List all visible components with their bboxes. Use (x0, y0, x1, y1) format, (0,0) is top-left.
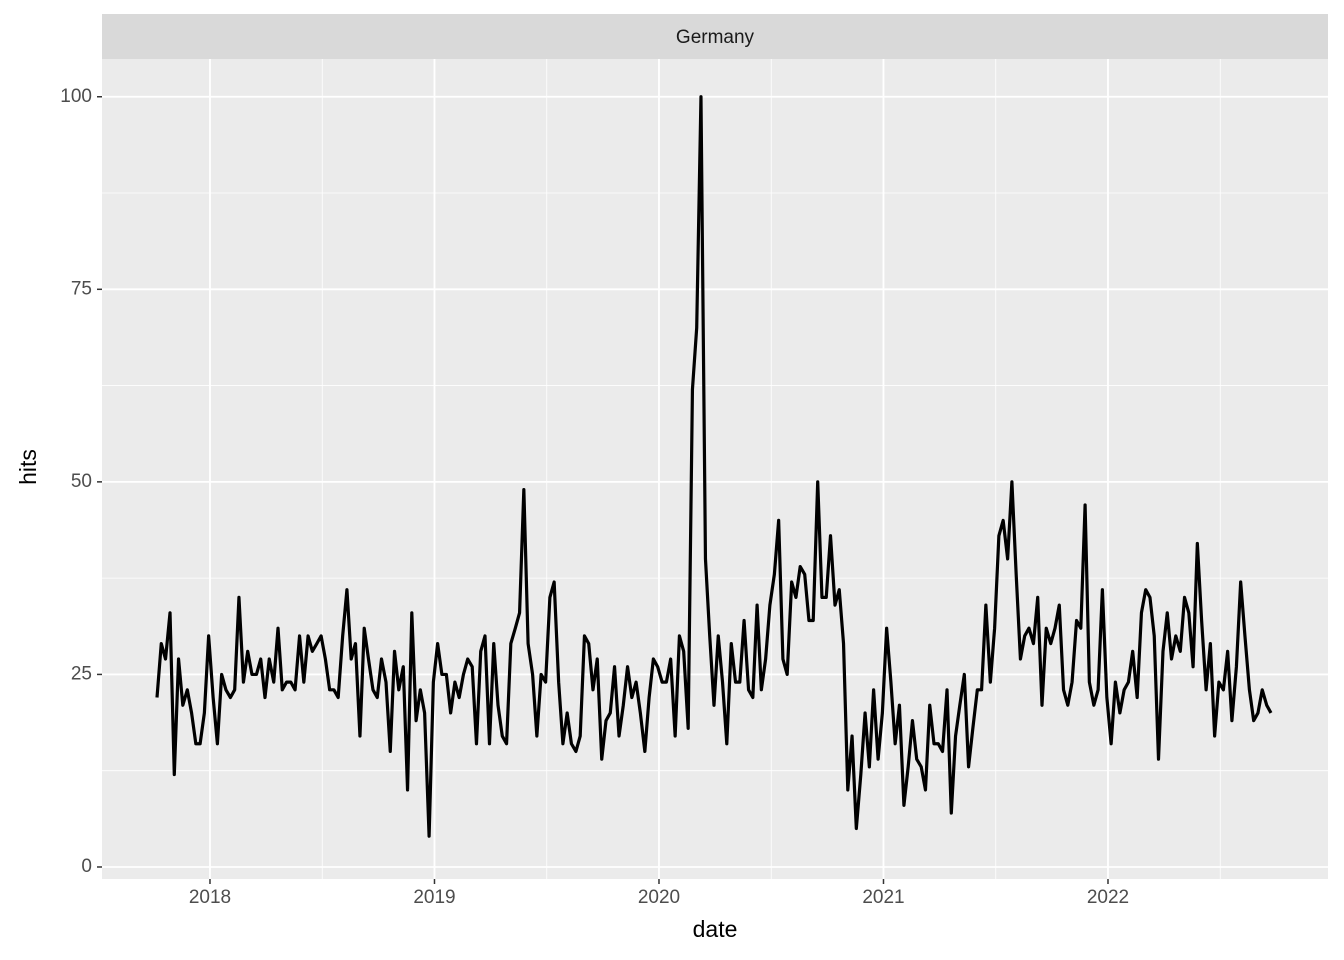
panel (102, 59, 1328, 879)
x-tick-label: 2019 (413, 887, 455, 908)
y-tick-label: 25 (71, 663, 92, 684)
x-tick-label: 2018 (189, 887, 231, 908)
x-tick-label: 2022 (1087, 887, 1129, 908)
y-axis-title: hits (15, 449, 41, 485)
x-tick-label: 2021 (862, 887, 904, 908)
x-tick-label: 2020 (638, 887, 680, 908)
line (155, 95, 1273, 838)
x-axis-title: date (693, 916, 738, 942)
y-tick-label: 50 (71, 471, 92, 492)
facet-strip (102, 14, 1328, 59)
facet-label: Germany (676, 27, 755, 48)
y-tick-label: 75 (71, 278, 92, 299)
y-tick-label: 100 (60, 86, 92, 107)
y-tick-label: 0 (81, 856, 92, 877)
